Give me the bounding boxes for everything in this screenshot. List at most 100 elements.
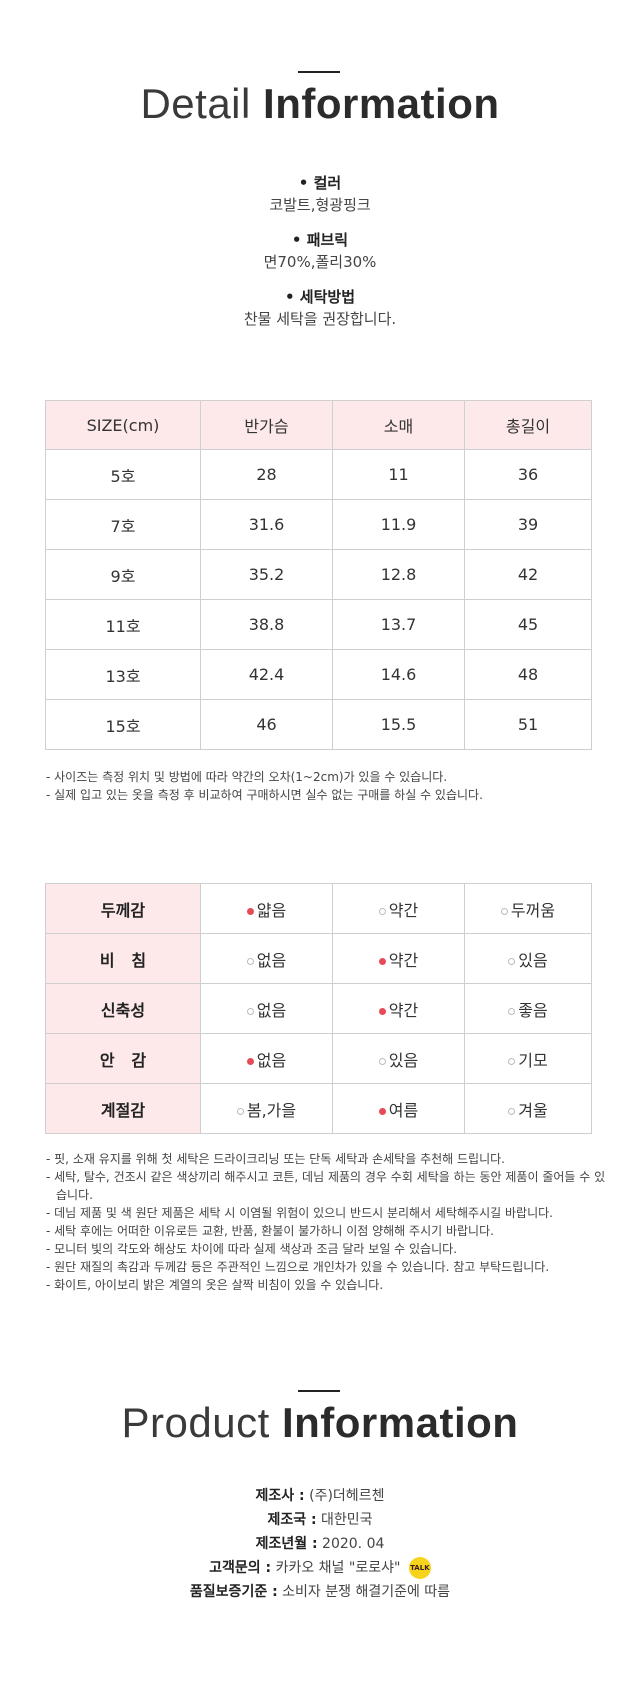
selected-dot-icon [246,907,254,915]
size-header-cell: 소매 [332,400,465,450]
detail-value: 찬물 세탁을 권장합니다. [243,310,397,328]
detail-item-fabric: • 패브릭 면70%,폴리30% [0,229,640,273]
product-key: 고객문의 : [209,1560,272,1576]
product-row-warranty: 품질보증기준 : 소비자 분쟁 해결기준에 따름 [0,1580,640,1604]
feel-option: 약간 [332,883,465,934]
product-value: 2020. 04 [322,1536,385,1552]
table-row: 9호 35.2 12.8 42 [45,549,592,600]
product-header-rule [298,1390,340,1392]
feel-option: 있음 [464,933,592,984]
size-cell: 11.9 [332,499,465,550]
detail-value: 코발트,형광핑크 [269,196,371,214]
feel-option: 없음 [200,983,333,1034]
feel-option: 겨울 [464,1083,592,1134]
size-cell: 13.7 [332,599,465,650]
dot-icon [246,1007,254,1015]
dot-icon [508,1107,516,1115]
size-notes: - 사이즈는 측정 위치 및 방법에 따라 약간의 오차(1~2cm)가 있을 … [46,768,606,804]
care-note: - 데님 제품 및 색 원단 제품은 세탁 시 이염될 위험이 있으니 반드시 … [46,1206,553,1220]
feel-option-label: 기모 [518,1050,548,1070]
feel-option-label: 있음 [388,1050,419,1070]
feel-option: 좋음 [464,983,592,1034]
detail-label: • 컬러 [298,174,342,192]
size-cell: 35.2 [200,549,333,600]
size-cell: 12.8 [332,549,465,600]
size-table-header-row: SIZE(cm) 반가슴 소매 총길이 [45,400,592,450]
product-value: 소비자 분쟁 해결기준에 따름 [282,1584,451,1600]
dot-icon [378,1057,386,1065]
table-row: 13호 42.4 14.6 48 [45,649,592,700]
size-cell: 36 [464,449,592,500]
table-row: 7호 31.6 11.9 39 [45,499,592,550]
feel-option-label: 없음 [256,1000,287,1020]
detail-list: • 컬러 코발트,형광핑크 • 패브릭 면70%,폴리30% • 세탁방법 찬물… [0,172,640,343]
size-cell: 14.6 [332,649,465,700]
feel-option: 없음 [200,933,333,984]
dot-icon [500,907,508,915]
feel-option-label: 약간 [388,1000,419,1020]
selected-dot-icon [378,1007,386,1015]
product-row-country: 제조국 : 대한민국 [0,1508,640,1532]
selected-dot-icon [246,1057,254,1065]
product-value: (주)더헤르첸 [309,1488,385,1504]
table-row: 계절감 봄,가을 여름 겨울 [45,1083,592,1134]
product-key: 제조사 : [255,1488,305,1504]
care-note: - 핏, 소재 유지를 위해 첫 세탁은 드라이크리닝 또는 단독 세탁과 손세… [46,1152,505,1166]
feel-row-label: 신축성 [45,983,201,1034]
feel-option: 있음 [332,1033,465,1084]
feel-option-label: 얇음 [256,900,287,920]
dot-icon [246,957,254,965]
care-notes: - 핏, 소재 유지를 위해 첫 세탁은 드라이크리닝 또는 단독 세탁과 손세… [46,1150,606,1294]
feel-row-label: 안 감 [45,1033,201,1084]
detail-label: • 세탁방법 [284,288,355,306]
feel-option-label: 두꺼움 [510,900,556,920]
product-header-bold: Information [281,1399,519,1446]
size-cell: 45 [464,599,592,650]
feel-option-label: 여름 [388,1100,419,1120]
table-row: 비 침 없음 약간 있음 [45,933,592,984]
product-row-manufacturer: 제조사 : (주)더헤르첸 [0,1484,640,1508]
feel-option: 없음 [200,1033,333,1084]
size-cell: 51 [464,699,592,750]
table-row: 15호 46 15.5 51 [45,699,592,750]
care-note: - 원단 재질의 촉감과 두께감 등은 주관적인 느낌으로 개인차가 있을 수 … [46,1260,550,1274]
detail-item-color: • 컬러 코발트,형광핑크 [0,172,640,216]
size-cell: 13호 [45,649,201,700]
size-note: - 실제 입고 있는 옷을 측정 후 비교하여 구매하시면 실수 없는 구매를 … [46,788,483,802]
dot-icon [508,1007,516,1015]
product-row-date: 제조년월 : 2020. 04 [0,1532,640,1556]
dot-icon [378,907,386,915]
dot-icon [236,1107,244,1115]
feel-option: 약간 [332,933,465,984]
table-row: 안 감 없음 있음 기모 [45,1033,592,1084]
table-row: 두께감 얇음 약간 두꺼움 [45,883,592,934]
selected-dot-icon [378,1107,386,1115]
size-cell: 46 [200,699,333,750]
size-cell: 11 [332,449,465,500]
care-note: - 모니터 빛의 각도와 해상도 차이에 따라 실제 색상과 조금 달라 보일 … [46,1242,458,1256]
size-header-cell: 반가슴 [200,400,333,450]
feel-option: 두꺼움 [464,883,592,934]
table-row: 5호 28 11 36 [45,449,592,500]
selected-dot-icon [378,957,386,965]
size-cell: 42.4 [200,649,333,700]
care-note: - 세탁 후에는 어떠한 이유로든 교환, 반품, 환불이 불가하니 이점 양해… [46,1224,494,1238]
kakao-talk-icon[interactable]: TALK [408,1557,431,1579]
feel-option-label: 좋음 [518,1000,548,1020]
product-info: 제조사 : (주)더헤르첸 제조국 : 대한민국 제조년월 : 2020. 04… [0,1484,640,1604]
detail-item-washing: • 세탁방법 찬물 세탁을 권장합니다. [0,286,640,330]
product-header-light: Product [121,1399,270,1446]
size-cell: 7호 [45,499,201,550]
care-note: - 세탁, 탈수, 건조시 같은 색상끼리 해주시고 코튼, 데님 제품의 경우… [46,1170,606,1202]
size-cell: 5호 [45,449,201,500]
size-table: SIZE(cm) 반가슴 소매 총길이 5호 28 11 36 7호 31.6 … [45,400,592,750]
feel-option: 봄,가을 [200,1083,333,1134]
care-note: - 화이트, 아이보리 밝은 계열의 옷은 살짝 비침이 있을 수 있습니다. [46,1278,384,1292]
product-key: 제조년월 : [255,1536,318,1552]
size-note: - 사이즈는 측정 위치 및 방법에 따라 약간의 오차(1~2cm)가 있을 … [46,770,448,784]
table-row: 신축성 없음 약간 좋음 [45,983,592,1034]
detail-value: 면70%,폴리30% [263,253,377,271]
product-key: 품질보증기준 : [189,1584,278,1600]
feel-option-label: 약간 [388,950,419,970]
product-value: 대한민국 [321,1512,373,1528]
